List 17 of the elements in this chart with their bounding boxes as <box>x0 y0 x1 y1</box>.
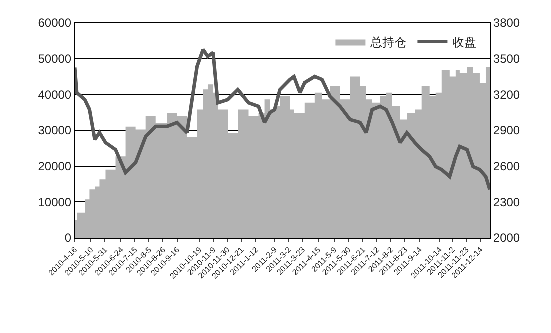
legend-label: 收盘 <box>452 35 477 50</box>
y-tick-label: 40000 <box>38 88 72 102</box>
y2-tick-label: 3200 <box>493 88 520 102</box>
y2-tick-label: 2900 <box>493 124 520 138</box>
y-tick-label: 60000 <box>38 16 72 30</box>
y2-tick-label: 3800 <box>493 16 520 30</box>
y-tick-label: 0 <box>64 231 72 246</box>
y2-tick-label: 3500 <box>493 52 520 66</box>
y-tick-label: 50000 <box>38 52 72 66</box>
line-series <box>75 48 490 192</box>
y2-tick-label: 2300 <box>493 195 520 210</box>
y2-tick-label: 2600 <box>493 160 520 174</box>
y-tick-label: 10000 <box>38 195 72 210</box>
legend-label: 总持仓 <box>370 35 407 50</box>
y2-tick-label: 2000 <box>493 231 520 246</box>
y-tick-label: 30000 <box>38 124 72 138</box>
y-tick-label: 20000 <box>38 160 72 174</box>
